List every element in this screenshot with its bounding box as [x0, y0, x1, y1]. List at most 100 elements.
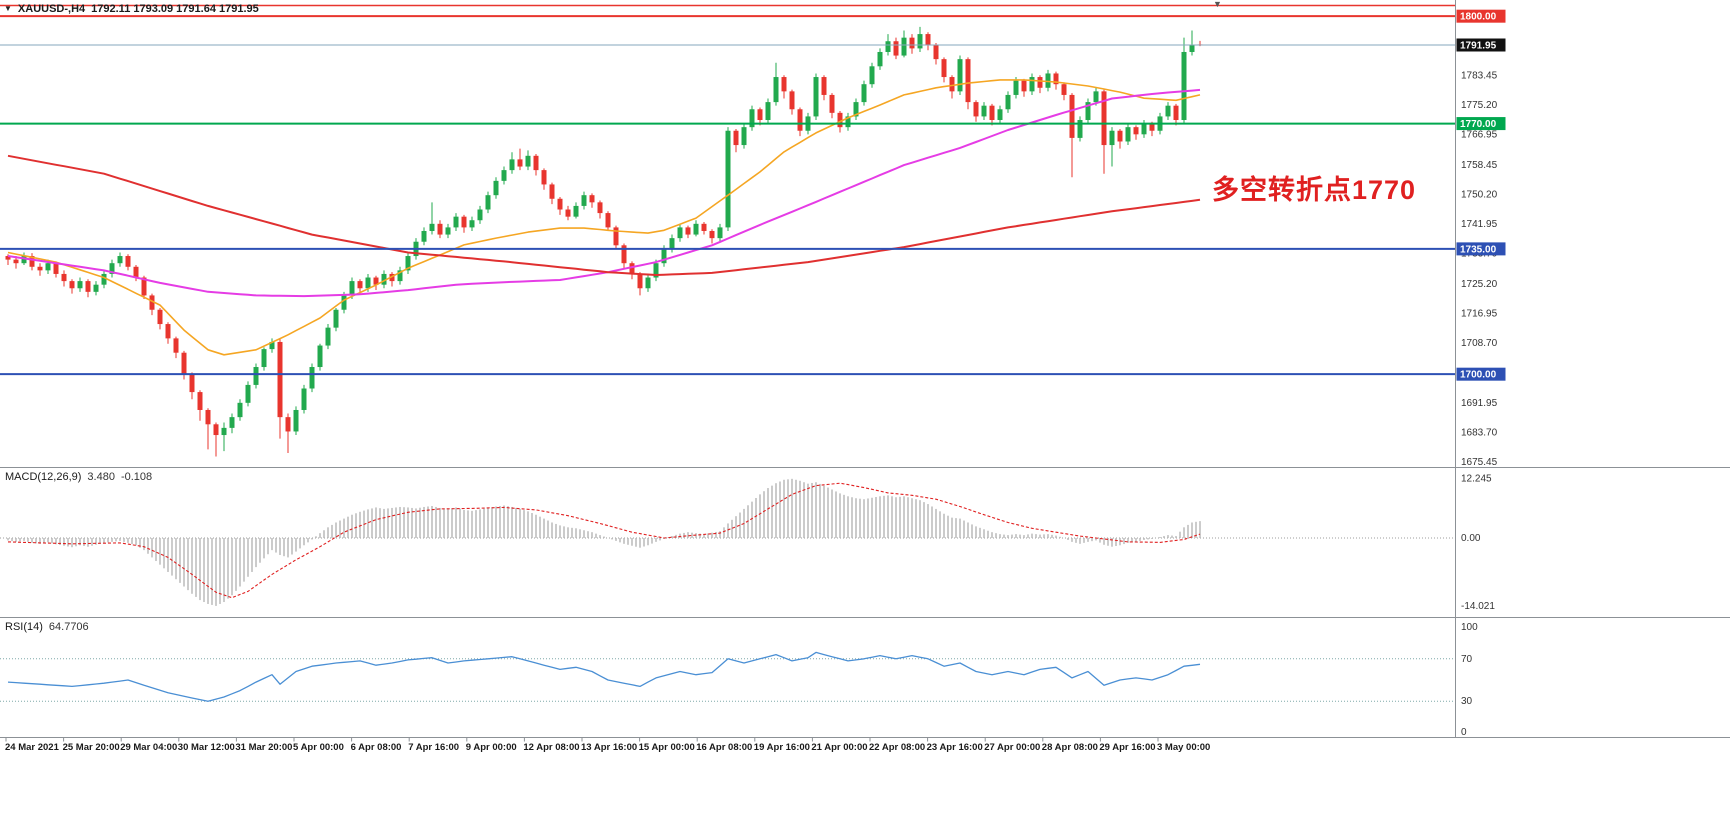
candle [357, 281, 363, 289]
time-label: 7 Apr 16:00 [408, 742, 459, 753]
candle [349, 281, 355, 296]
candle [325, 327, 331, 346]
candle [429, 223, 435, 231]
candle [5, 256, 11, 260]
time-label: 30 Mar 12:00 [178, 742, 235, 753]
price-tick-label: 1716.95 [1461, 309, 1498, 320]
candles-layer [5, 26, 1203, 457]
candle [13, 259, 19, 264]
candle [381, 273, 387, 285]
time-label: 24 Mar 2021 [5, 742, 60, 753]
candle [925, 34, 931, 45]
candle [37, 266, 43, 271]
candle [1173, 105, 1179, 121]
time-label: 29 Mar 04:00 [120, 742, 177, 753]
candle [725, 130, 731, 228]
price-tick-label: 1783.45 [1461, 70, 1498, 81]
chart-shift-marker-icon[interactable]: ▼ [1213, 0, 1222, 9]
macd-main-value: 3.480 [87, 471, 115, 483]
candle [733, 130, 739, 146]
candle [237, 402, 243, 418]
time-axis[interactable]: 24 Mar 2021 25 Mar 20:00 29 Mar 04:00 30 Ma… [5, 737, 1210, 754]
candle [637, 273, 643, 289]
candle [109, 263, 115, 274]
price-tick-label: 1758.45 [1461, 160, 1498, 171]
candle [253, 367, 259, 385]
candle [861, 84, 867, 103]
indicator-scales: 12.245 0.00 -14.021 100 70 30 0 [1461, 474, 1495, 738]
candle [1189, 44, 1195, 52]
candle [269, 341, 275, 350]
candle [893, 41, 899, 56]
collapse-triangle-icon[interactable]: ▼ [4, 4, 12, 13]
candle [749, 109, 755, 128]
candle [1005, 94, 1011, 110]
price-badge [1456, 242, 1506, 256]
candle [701, 223, 707, 231]
price-tick-label: 1775.20 [1461, 100, 1498, 111]
candle [1117, 130, 1123, 142]
candle [1013, 80, 1019, 95]
candle [845, 116, 851, 128]
candle [877, 51, 883, 67]
time-label: 25 Mar 20:00 [63, 742, 120, 753]
candle [317, 345, 323, 368]
candle [93, 284, 99, 292]
candle [477, 209, 483, 221]
candle [261, 349, 267, 368]
price-tick-label: 1708.70 [1461, 338, 1498, 349]
level-lines-layer [0, 4, 1455, 376]
candle [557, 198, 563, 210]
ma-mid-magenta [7, 88, 1201, 298]
candle [573, 205, 579, 217]
candle [813, 77, 819, 117]
candle [461, 216, 467, 228]
candle [1061, 84, 1067, 95]
candle [869, 66, 875, 85]
candle [1181, 51, 1187, 121]
price-badge [1456, 9, 1506, 23]
price-tick-label: 1691.95 [1461, 398, 1498, 409]
candle [965, 59, 971, 103]
candle [157, 309, 163, 325]
macd-signal-value: -0.108 [120, 471, 153, 483]
candle [781, 77, 787, 92]
candle [565, 209, 571, 217]
time-label: 9 Apr 00:00 [466, 742, 517, 753]
candle [341, 295, 347, 310]
price-scale: 1783.45 1775.20 1766.95 1758.45 1750.20 1741.… [1456, 9, 1506, 468]
time-label: 29 Apr 16:00 [1099, 742, 1155, 753]
price-badge-label: 1700.00 [1460, 370, 1497, 381]
candle [189, 374, 195, 393]
candle [389, 273, 395, 282]
candle [1101, 91, 1107, 146]
time-label: 23 Apr 16:00 [927, 742, 983, 753]
candle [365, 277, 371, 289]
candle [685, 227, 691, 235]
candle [597, 202, 603, 214]
macd-indicator-label: MACD(12,26,9) 3.480 -0.108 [5, 471, 152, 483]
price-badge [1456, 117, 1506, 131]
candle [1029, 77, 1035, 92]
annotation-text[interactable]: 多空转折点1770 [1212, 175, 1417, 205]
chart-header: ▼ XAUUSD-,H4 1792.11 1793.09 1791.64 179… [4, 3, 259, 15]
symbol-period-label: XAUUSD-,H4 [17, 3, 86, 15]
time-label: 21 Apr 00:00 [811, 742, 867, 753]
candle [453, 216, 459, 228]
candle [245, 384, 251, 403]
candle [133, 266, 139, 278]
candle [613, 227, 619, 246]
price-tick-label: 1741.95 [1461, 219, 1498, 230]
candle [309, 367, 315, 389]
macd-name: MACD(12,26,9) [5, 471, 82, 483]
candle [125, 256, 131, 267]
rsi-scale-label: 0 [1461, 727, 1467, 738]
candle [1077, 120, 1083, 138]
macd-panel [0, 478, 1455, 606]
candle [989, 105, 995, 121]
candle [1125, 127, 1131, 142]
price-badge [1456, 38, 1506, 52]
candle [141, 277, 147, 296]
candle [909, 37, 915, 49]
